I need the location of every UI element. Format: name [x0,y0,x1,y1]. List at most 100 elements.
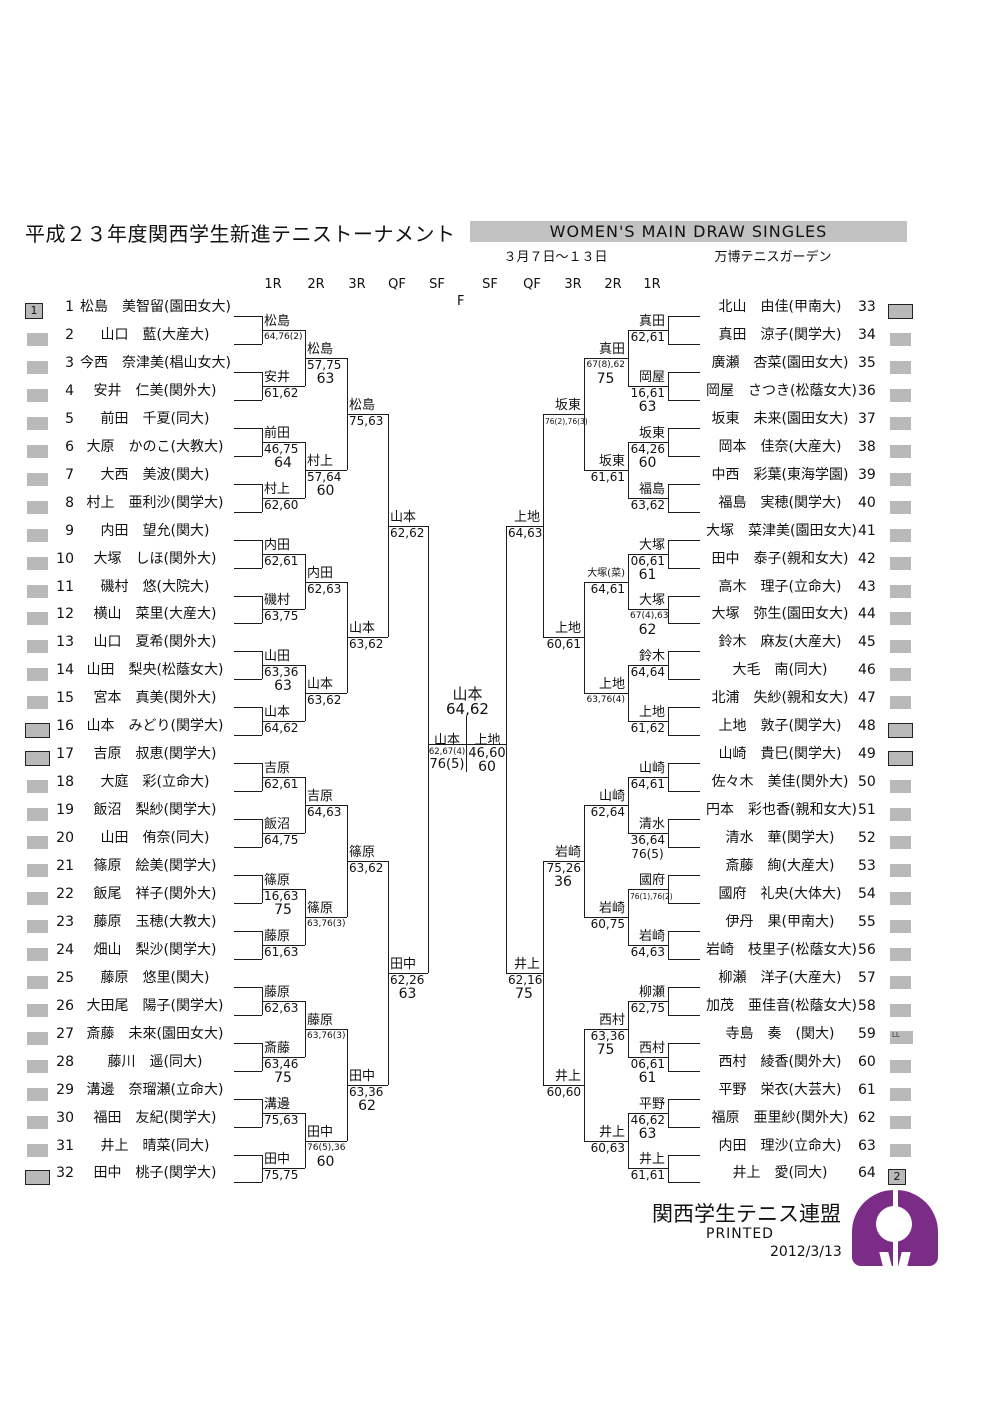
bracket-line [347,637,388,639]
match-score: 63,46 [264,1056,299,1071]
entry-box [27,836,48,850]
bracket-line [668,875,700,876]
bracket-line [543,861,584,863]
player-number: 44 [858,606,876,623]
bracket-line [305,777,306,834]
bracket-line [234,371,262,373]
player-number: 26 [56,997,74,1014]
player-name: 山崎 貴巳(関学大) [718,746,842,763]
match-score-set3: 36 [554,874,572,891]
bracket-line [234,1154,262,1156]
match-winner: 山崎 [638,761,665,777]
player-number: 13 [56,634,74,651]
player-name: 斎藤 絢(大産大) [725,858,835,874]
entry-box [890,668,911,682]
match-score: 61,62 [264,385,299,400]
entry-box [27,1143,48,1157]
match-winner: 藤原 [264,928,291,944]
printed-date: 2012/3/13 [770,1244,842,1260]
entry-box [27,808,48,822]
player-name: 國府 礼央(大体大) [718,885,842,902]
player-number: 34 [858,326,876,343]
bracket-line [668,1182,700,1184]
entry-box [890,808,911,822]
player-number: 22 [56,885,74,902]
bracket-line [305,469,347,471]
bracket-line [543,861,544,1085]
match-score: 64,63 [508,525,543,540]
match-score: 75,75 [264,1168,299,1183]
bracket-line [668,1098,669,1127]
player-name: 福島 実穂(関学大) [718,494,842,511]
match-winner: 磯村 [264,593,291,609]
bracket-line [668,1070,700,1072]
player-number: 51 [858,802,876,819]
entry-box [27,975,48,989]
match-score: 63,76(4) [586,695,625,706]
bracket-line [668,1154,669,1183]
player-name: 大塚 弥生(園田女大) [711,606,849,623]
match-score: 64,76(2) [264,331,303,342]
match-score: 62,62 [390,525,425,540]
match-score-set3: 76(5) [631,847,664,862]
player-name: 大西 美波(関大) [100,466,210,483]
player-name: 篠原 絵美(関学大) [93,858,217,874]
match-winner: 坂東 [554,397,581,413]
match-winner: 内田 [307,565,334,581]
match-winner: 井上 [598,1124,625,1140]
match-winner: 山本 [390,509,417,525]
player-name: 北山 由佳(甲南大) [718,299,842,315]
player-number: 6 [65,438,74,455]
bracket-line [584,357,628,359]
entry-box [890,919,911,933]
match-score: 60,61 [546,637,581,652]
entry-box [890,1115,911,1129]
semifinal-left-score: 62,67(4) [428,747,466,757]
player-number: 55 [858,913,876,930]
match-score-set3: 75 [274,1069,292,1086]
match-winner: 井上 [638,1152,665,1168]
match-score: 67(4),63 [630,611,669,622]
player-number: 27 [56,1025,74,1042]
bracket-line [262,888,305,890]
match-winner: 篠原 [349,845,376,861]
player-name: 横山 菜里(大産大) [93,606,217,623]
seed-badge: 2 [888,1169,906,1186]
match-score: 62,60 [264,497,299,512]
entry-box [890,332,911,346]
entry-box [27,919,48,933]
match-score: 06,61 [630,553,665,568]
bracket-line [347,1084,388,1086]
player-name: 坂東 未来(園田女大) [711,410,849,427]
player-number: 40 [858,494,876,511]
bracket-line [466,729,467,772]
player-name: 鈴木 麻友(大産大) [718,634,842,651]
bracket-line [668,371,669,400]
match-winner: 大塚 [638,593,665,609]
match-score-set3: 63 [316,370,335,387]
bracket-line [543,413,544,638]
player-name: 安井 仁美(関外大) [93,382,217,399]
entry-box [890,1087,911,1101]
bracket-line [668,651,669,680]
player-number: 28 [56,1053,74,1070]
player-number: 53 [858,858,876,874]
match-winner: 松島 [264,313,291,329]
round-label: QF [388,277,406,292]
bracket-line [628,1000,629,1057]
player-number: 39 [858,466,876,483]
player-name: 内田 望允(関大) [100,522,210,539]
bracket-line [262,609,305,611]
semifinal-left-winner: 山本 [433,733,460,748]
match-winner: 篠原 [264,872,291,888]
match-score: 62,75 [630,1000,665,1015]
match-score: 67(8),62 [586,359,625,370]
player-name: 中西 彩葉(東海学園) [711,466,849,483]
semifinal-left-score-2: 76(5) [429,757,465,772]
entry-box [890,612,911,626]
bracket-line [347,581,348,694]
entry-box [890,836,911,850]
bracket-line [262,665,305,667]
bracket-line [305,1028,347,1030]
bracket-line [234,902,262,904]
